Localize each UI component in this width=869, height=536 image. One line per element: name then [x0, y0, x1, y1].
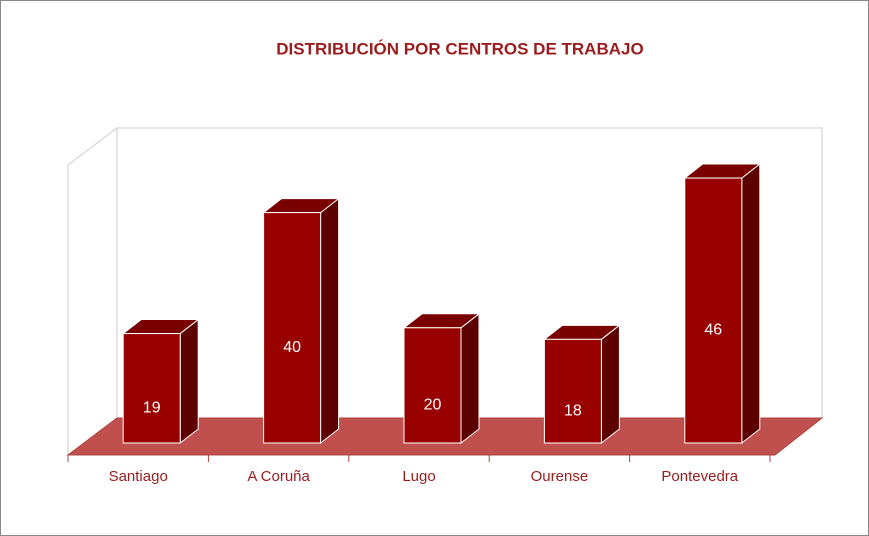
data-label: 20 — [424, 397, 442, 414]
bar — [684, 177, 743, 444]
data-label: 19 — [143, 399, 161, 416]
chart-title: DISTRIBUCIÓN POR CENTROS DE TRABAJO — [276, 39, 643, 58]
bar-side — [460, 312, 480, 445]
data-label: 46 — [704, 322, 722, 339]
x-tick-label: Lugo — [402, 468, 435, 485]
bar — [122, 333, 181, 444]
x-tick-label: Santiago — [109, 468, 168, 485]
side-wall — [67, 126, 118, 457]
bar — [263, 212, 322, 444]
bar — [543, 338, 602, 444]
bar — [403, 327, 462, 444]
bar-side — [320, 197, 340, 445]
bar-side — [741, 163, 761, 445]
bar-side — [179, 318, 199, 445]
data-label: 18 — [564, 402, 582, 419]
x-tick-label: Ourense — [531, 468, 589, 485]
x-tick-label: Pontevedra — [661, 468, 738, 485]
data-label: 40 — [283, 339, 301, 356]
x-tick-label: A Coruña — [247, 468, 310, 485]
bar-side — [600, 324, 620, 445]
